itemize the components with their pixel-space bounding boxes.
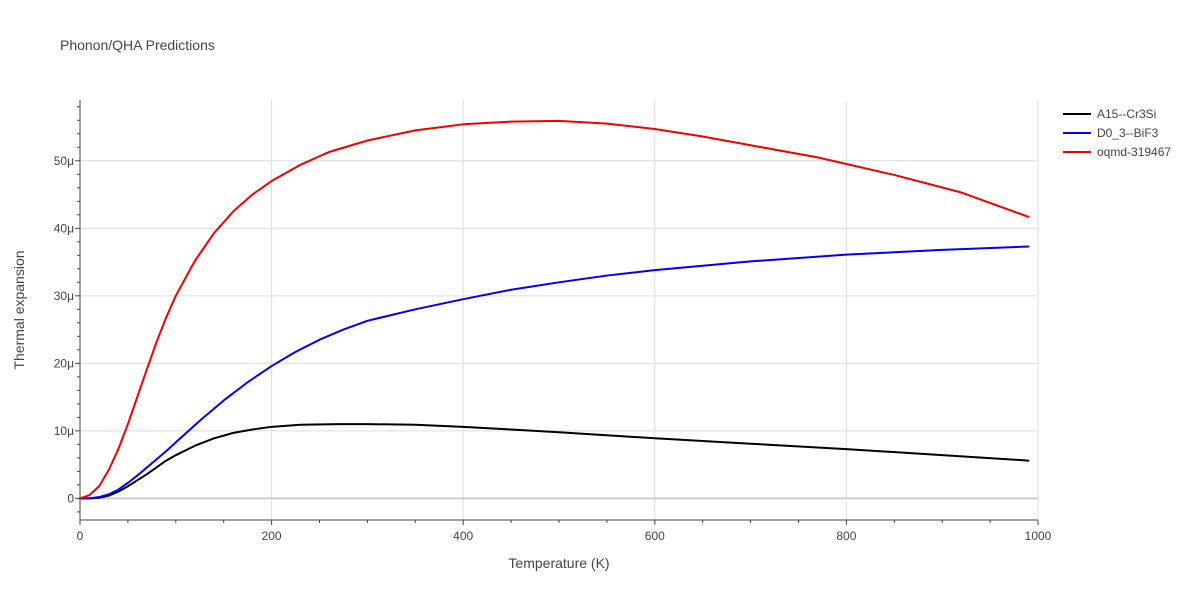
grid-layer [80,100,1039,520]
x-tick-label: 1000 [1025,529,1052,543]
legend-label: A15--Cr3Si [1097,107,1156,121]
y-tick-label: 30μ [54,289,74,303]
x-tick-label: 600 [645,529,665,543]
legend-label: oqmd-319467 [1097,145,1171,159]
series-line-2 [79,119,1030,500]
axis-layer: 0 200 400 600 800 1000 0 10μ 20μ 30μ 40μ 50μ [54,100,1052,543]
x-tick-label: 200 [262,529,282,543]
series-line-0 [79,423,1030,500]
x-axis-title: Temperature (K) [508,555,609,571]
y-tick-label: 20μ [54,356,74,370]
legend-label: D0_3--BiF3 [1097,126,1159,140]
series-layer [79,119,1030,500]
y-axis-title: Thermal expansion [11,250,27,369]
legend: A15--Cr3Si D0_3--BiF3 oqmd-319467 [1063,107,1171,159]
x-tick-label: 0 [77,529,84,543]
y-tick-label: 50μ [54,154,74,168]
y-tick-label: 10μ [54,424,74,438]
y-tick-label: 0 [67,491,74,505]
y-tick-label: 40μ [54,221,74,235]
x-tick-label: 800 [836,529,856,543]
chart-title: Phonon/QHA Predictions [60,37,215,53]
series-line-1 [79,245,1030,500]
x-tick-label: 400 [453,529,473,543]
